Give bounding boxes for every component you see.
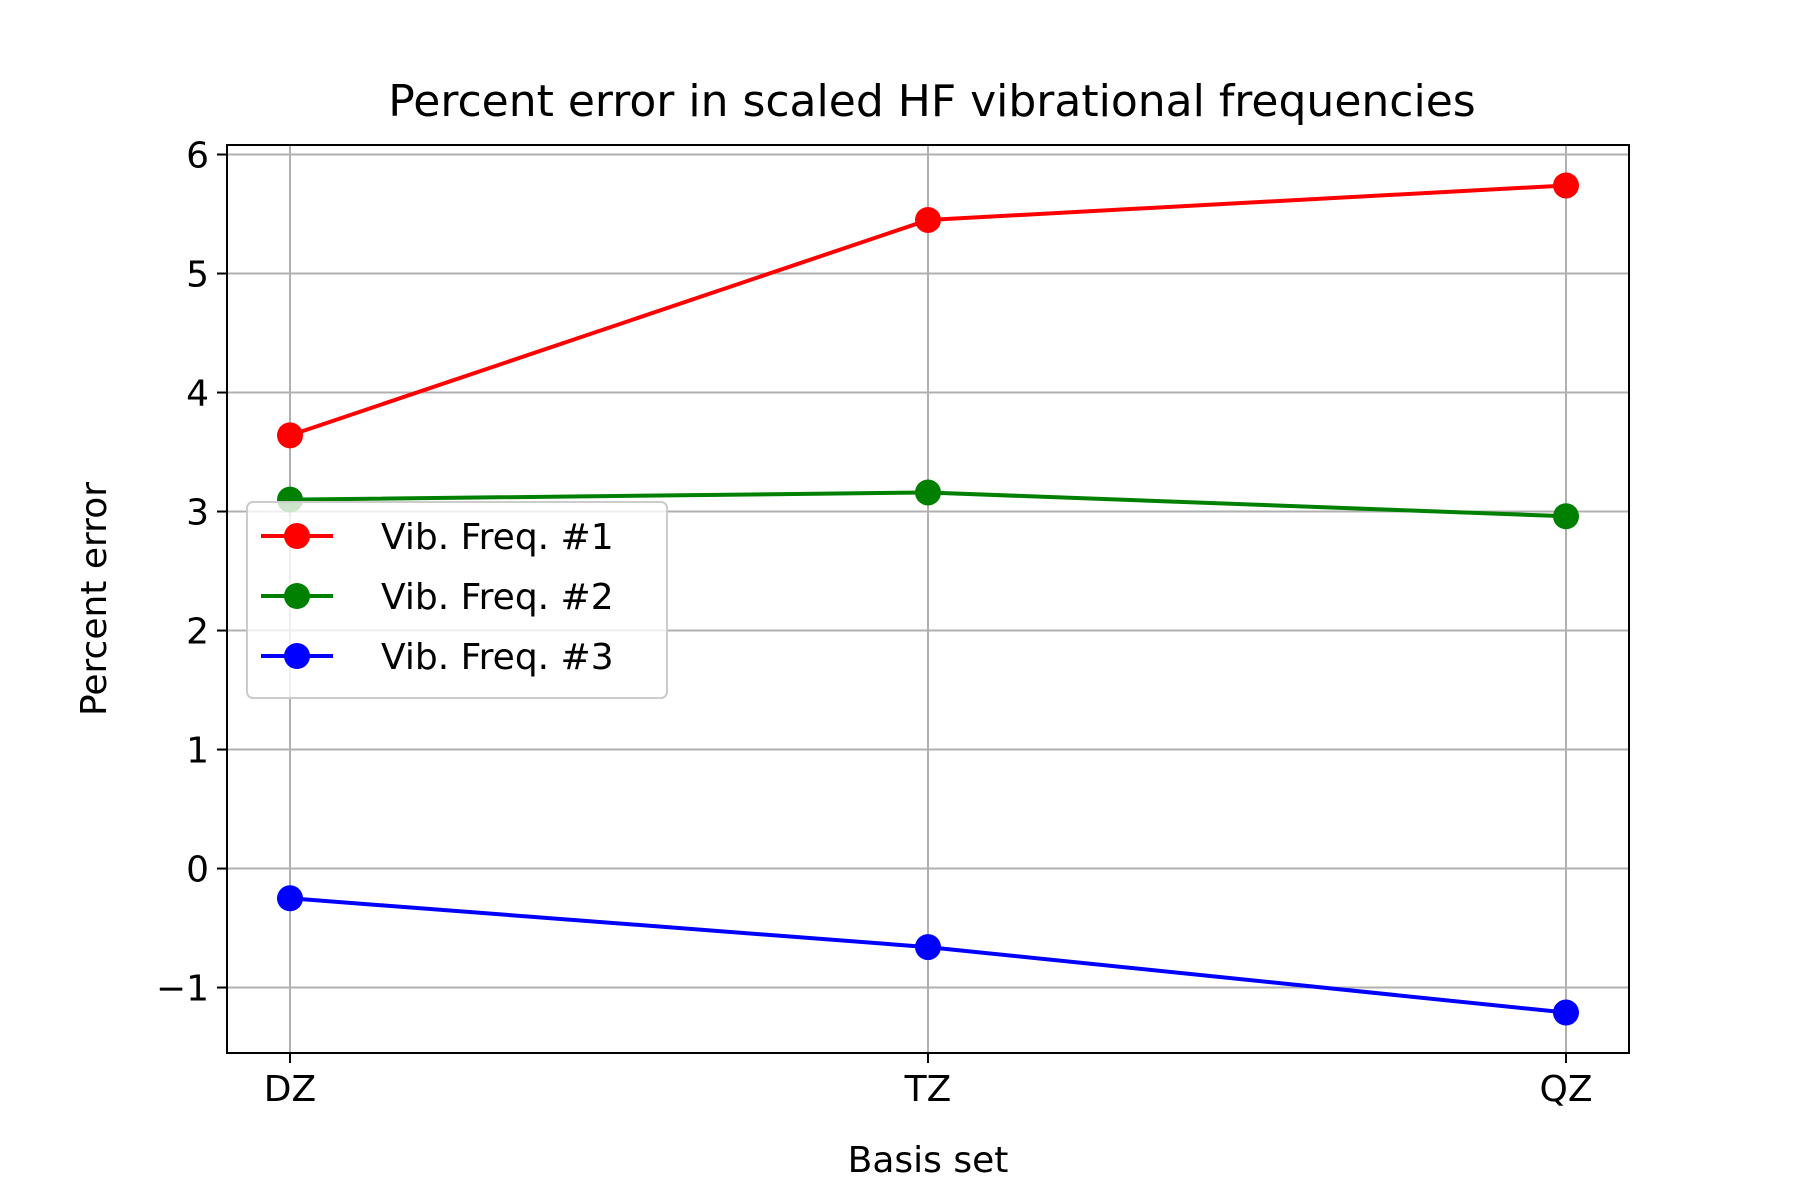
y-tick-label: −1 [156, 969, 209, 1010]
series-2-point [1553, 503, 1579, 530]
y-tick-label: 5 [186, 255, 209, 296]
y-axis-label: Percent error [74, 482, 115, 716]
x-tick-label: DZ [264, 1069, 316, 1110]
legend-marker-2 [284, 583, 310, 609]
series-3-point [915, 934, 941, 961]
legend: Vib. Freq. #1 Vib. Freq. #2 Vib. Freq. #3 [246, 501, 668, 699]
legend-marker-3 [284, 643, 310, 669]
x-axis-label: Basis set [848, 1140, 1009, 1181]
chart-title: Percent error in scaled HF vibrational f… [388, 76, 1475, 127]
y-tick-label: 6 [186, 136, 209, 177]
x-tick-label: QZ [1540, 1069, 1593, 1110]
series-3-point [277, 885, 303, 912]
series-1-point [1553, 172, 1579, 199]
tick-layer: DZ TZ QZ −1 0 1 2 3 4 5 6 [156, 136, 1593, 1110]
y-tick-label: 0 [186, 850, 209, 891]
series-2-point [915, 479, 941, 506]
y-tick-label: 3 [186, 493, 209, 534]
x-tick-label: TZ [904, 1069, 952, 1110]
legend-label-3: Vib. Freq. #3 [381, 637, 614, 678]
y-tick-label: 1 [186, 731, 209, 772]
y-tick-label: 2 [186, 612, 209, 653]
legend-label-2: Vib. Freq. #2 [381, 577, 614, 618]
series-layer [277, 172, 1579, 1026]
series-1-point [915, 206, 941, 233]
legend-label-1: Vib. Freq. #1 [381, 517, 614, 558]
legend-box [246, 501, 668, 699]
series-3-point [1553, 999, 1579, 1026]
y-tick-label: 4 [186, 374, 209, 415]
legend-marker-1 [284, 523, 310, 549]
series-1-point [277, 422, 303, 449]
